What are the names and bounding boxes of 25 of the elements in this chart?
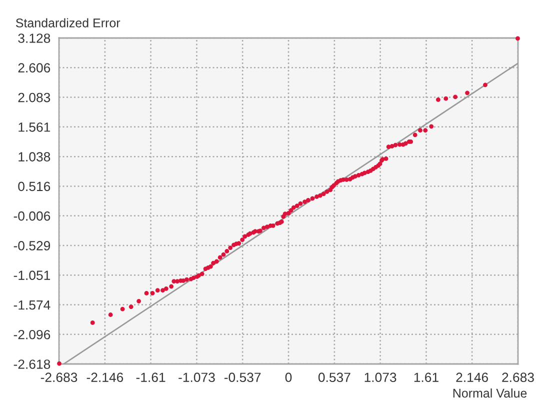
x-tick-label: 1.073 <box>364 372 396 382</box>
x-tick-label: 0.537 <box>318 372 350 382</box>
x-tick-label: -2.683 <box>40 372 78 382</box>
x-tick-label: 0 <box>285 372 292 382</box>
x-tick-label: 2.146 <box>456 372 488 382</box>
y-tick-label: 1.561 <box>18 122 50 132</box>
x-tick-label: -1.073 <box>178 372 215 382</box>
y-tick-label: 1.038 <box>18 152 50 162</box>
x-axis-title: Normal Value <box>453 388 527 398</box>
y-tick-label: 3.128 <box>18 34 50 43</box>
y-tick-label: 2.083 <box>18 92 50 102</box>
x-tick-label: -2.146 <box>86 372 124 382</box>
y-axis-title: Standardized Error <box>16 18 120 28</box>
y-tick-label: 0.516 <box>18 182 50 192</box>
y-tick-label: -2.618 <box>14 360 50 369</box>
y-tick-label: -0.529 <box>14 241 50 250</box>
x-tick-label: 2.683 <box>502 372 534 382</box>
x-tick-label: -1.61 <box>136 372 166 382</box>
x-tick-label: -0.537 <box>224 372 261 382</box>
y-tick-label: -1.051 <box>14 270 50 280</box>
y-tick-label: -2.096 <box>14 330 50 340</box>
x-tick-label: 1.61 <box>414 372 438 382</box>
y-tick-label: -1.574 <box>14 300 50 310</box>
y-tick-label: 2.606 <box>18 63 50 73</box>
y-tick-label: -0.006 <box>14 211 50 221</box>
